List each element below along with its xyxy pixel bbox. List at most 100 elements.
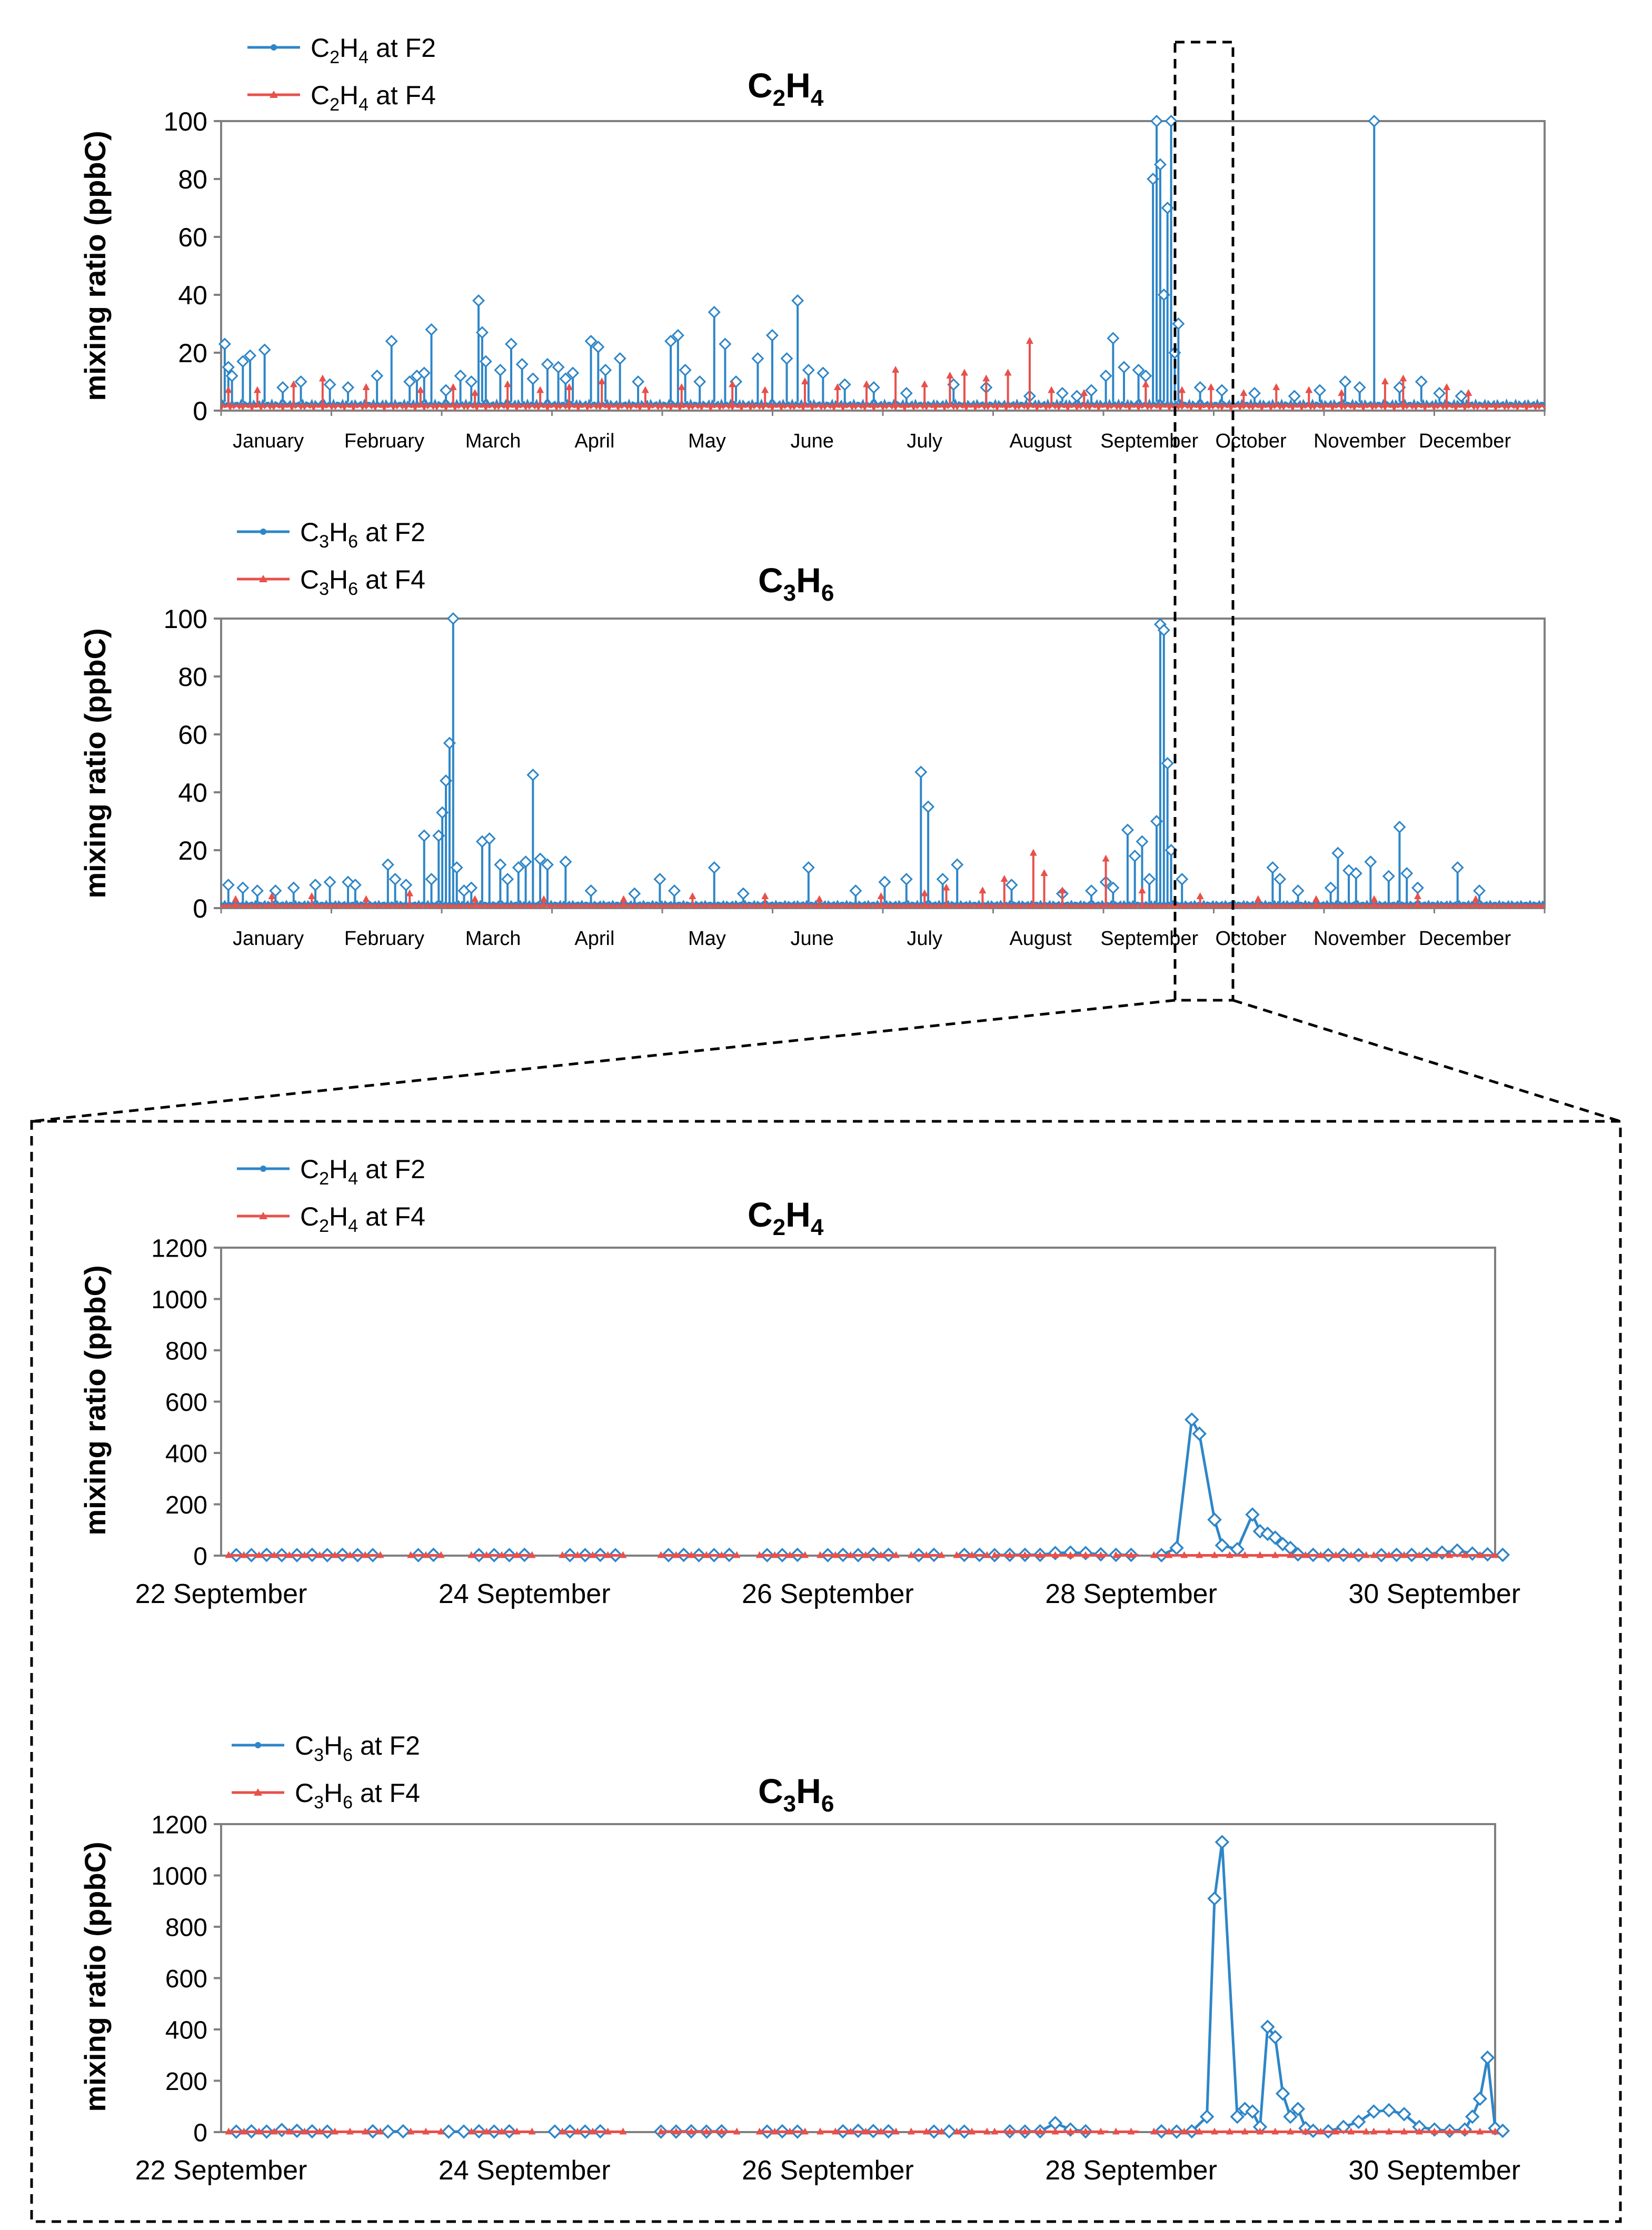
c3h6-at-f4-point — [991, 2127, 999, 2135]
c2h4-at-f4-point — [946, 372, 954, 379]
c2h4-at-f4-point — [1370, 1551, 1378, 1558]
c3h6-at-f2-point — [287, 881, 300, 894]
c3h6-at-f4-point — [1491, 2127, 1499, 2135]
c3h6-at-f4-point — [1446, 2127, 1454, 2135]
c3h6-at-f4-point — [815, 895, 823, 902]
c2h4-at-f2-point — [599, 363, 612, 377]
c2h4-at-f2-point — [1085, 384, 1098, 397]
x-tick-label: October — [1216, 430, 1287, 452]
c3h6-at-f2-point — [914, 765, 928, 779]
legend-marker-f4 — [259, 1212, 267, 1219]
x-tick-label: August — [1009, 928, 1072, 950]
c2h4-at-f2-point — [679, 363, 692, 377]
c2h4-at-f4-point — [672, 1551, 680, 1558]
c3h6-at-f2-point — [1260, 2019, 1275, 2034]
c2h4-at-f2-point — [1107, 332, 1120, 345]
chart-title: C2H4 — [748, 1195, 824, 1240]
c3h6-at-f4-point — [483, 2127, 491, 2135]
c2h4-at-f4-point — [598, 377, 606, 384]
c3h6-at-f4-point — [1067, 2127, 1074, 2135]
c3h6-at-f4-point — [1040, 869, 1048, 876]
c2h4-at-f4-point — [1287, 1551, 1295, 1558]
c2h4-at-f2-point — [664, 334, 678, 348]
c2h4-at-f2-point — [1150, 114, 1163, 128]
c2h4-at-f4-point — [983, 1551, 991, 1558]
c2h4-at-f2-point — [671, 328, 684, 342]
c3h6-at-f4-point — [1271, 2127, 1279, 2135]
y-axis-label: mixing ratio (ppbC) — [78, 131, 112, 401]
c2h4-at-f4-point — [1338, 389, 1346, 396]
x-tick-label: November — [1313, 928, 1406, 950]
c3h6-at-f4-point — [559, 2127, 566, 2135]
c2h4-at-f2-point — [751, 352, 764, 365]
data-marks — [225, 1412, 1510, 1562]
c3h6-at-f4-point — [1472, 895, 1480, 902]
y-axis-label: mixing ratio (ppbC) — [78, 1841, 112, 2112]
x-tick-label: 26 September — [742, 1579, 914, 1609]
c2h4-at-f2-point — [1172, 317, 1185, 331]
c2h4-at-f4-point — [1272, 383, 1280, 390]
c3h6-at-f2-point — [1381, 2103, 1397, 2118]
c2h4-at-f2-point — [802, 363, 815, 377]
c3h6-at-f2-point — [1291, 884, 1305, 898]
c3h6-at-f2-point — [381, 858, 394, 871]
c3h6-at-f2-point — [236, 881, 250, 894]
c3h6-at-f2-point — [323, 875, 336, 889]
c3h6-at-f4-point — [1385, 2127, 1393, 2135]
c2h4-at-f4-point — [1400, 1551, 1408, 1558]
x-tick-label: 24 September — [439, 1579, 611, 1609]
c3h6-at-f4-point — [255, 2127, 263, 2135]
legend-label-f4: C3H6 at F4 — [295, 1778, 420, 1813]
chart-title: C3H6 — [758, 561, 834, 606]
c2h4-at-f4-point — [968, 1551, 976, 1558]
c2h4-at-f4-point — [641, 386, 649, 393]
c2h4-at-f4-point — [1399, 374, 1407, 382]
annual-c2h4-panel: C2H4 at F2 C2H4 at F4 C2H4 mixing ratio … — [78, 33, 1546, 452]
c3h6-at-f4-point — [1082, 2127, 1090, 2135]
c2h4-at-f4-point — [1443, 383, 1451, 390]
c2h4-at-f2-point — [1415, 375, 1428, 389]
c3h6-at-f4-point — [968, 2127, 976, 2135]
legend-label-f2: C2H4 at F2 — [311, 33, 436, 67]
c3h6-at-f2-point — [1199, 2109, 1215, 2124]
c3h6-at-f2-point — [1393, 820, 1406, 834]
x-tick-label: 28 September — [1045, 2155, 1217, 2186]
c3h6-at-f2-point — [1366, 2104, 1381, 2119]
c2h4-at-f2-point — [1268, 1530, 1283, 1545]
c2h4-at-f2-point — [791, 294, 804, 307]
c3h6-at-f2-point — [1283, 2109, 1298, 2124]
c3h6-at-f4-point — [1332, 2127, 1340, 2135]
c3h6-at-f4-point — [1138, 887, 1146, 893]
c3h6-at-f4-point — [877, 892, 885, 899]
c3h6-at-f4-point — [1287, 2127, 1295, 2135]
c3h6-at-f2-point — [1215, 1835, 1230, 1849]
c3h6-at-f2-point — [1157, 623, 1170, 637]
c3h6-at-f4-point — [471, 895, 479, 902]
c2h4-at-f4-point — [1305, 386, 1313, 393]
c3h6-at-f2-point — [1275, 2086, 1290, 2101]
x-tick-label: 22 September — [135, 2155, 307, 2186]
c3h6-at-f4-point — [1370, 895, 1378, 902]
c2h4-at-f4-point — [801, 1551, 809, 1558]
c3h6-at-f2-point — [417, 829, 431, 842]
x-tick-label: July — [907, 430, 942, 452]
c2h4-at-f2-point — [515, 357, 529, 371]
c3h6-at-f4-point — [361, 2127, 369, 2135]
c3h6-at-f4-baseline — [220, 903, 1545, 909]
y-tick-label: 80 — [178, 662, 207, 692]
c2h4-at-f2-point — [584, 334, 598, 348]
legend: C3H6 at F2 C3H6 at F4 — [232, 1731, 420, 1813]
c3h6-at-f4-point — [1000, 875, 1008, 882]
c2h4-at-f2-point — [1230, 1542, 1245, 1557]
legend-label-f2: C3H6 at F2 — [300, 517, 425, 552]
c2h4-at-f4-point — [1207, 383, 1215, 390]
c2h4-at-f2-point — [1070, 390, 1083, 403]
c3h6-at-f4-point — [938, 2127, 946, 2135]
c2h4-at-f4-point — [1381, 377, 1389, 384]
c3h6-at-f4-point — [225, 2127, 233, 2135]
c3h6-at-f2-point — [1465, 2109, 1480, 2124]
c3h6-at-f4-point — [376, 2127, 384, 2135]
x-tick-label: September — [1100, 430, 1198, 452]
c2h4-at-f2-point — [838, 378, 851, 391]
c3h6-at-f4-point — [718, 2127, 725, 2135]
